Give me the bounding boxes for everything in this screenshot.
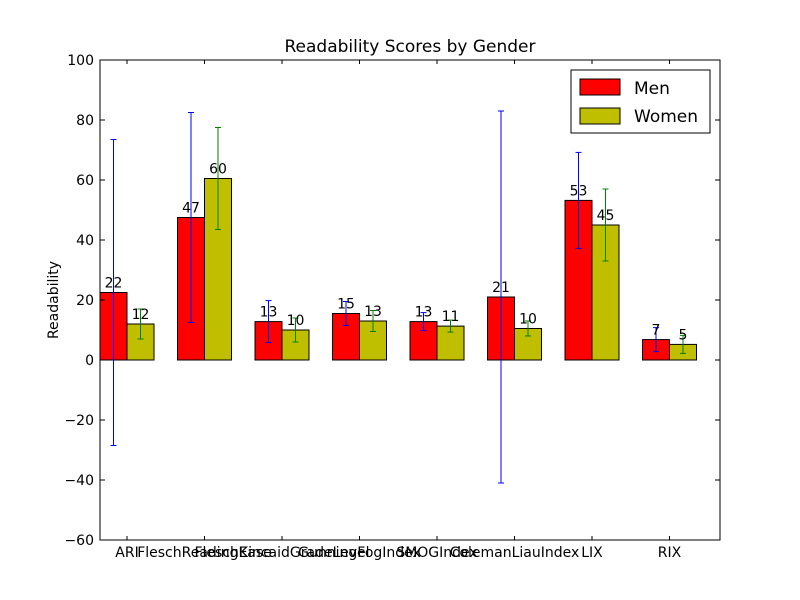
value-label-women-3: 13 — [364, 304, 382, 320]
y-tick-label-6: 60 — [76, 173, 94, 189]
axis-ticks-layer: ARIFleschReadingEaseFleschKincaidGradeLe… — [64, 53, 720, 561]
x-tick-label-0: ARI — [115, 545, 138, 561]
y-tick-label-2: −20 — [64, 413, 94, 429]
value-label-women-0: 12 — [132, 307, 150, 323]
value-label-women-1: 60 — [209, 162, 227, 178]
x-tick-label-3: GunningFogIndex — [298, 545, 421, 561]
value-label-women-7: 5 — [679, 327, 688, 343]
value-label-women-4: 11 — [442, 309, 460, 325]
x-tick-label-2: FleschKincaidGradeLevel — [194, 545, 369, 561]
value-label-men-5: 21 — [492, 280, 510, 296]
x-tick-label-1: FleschReadingEase — [137, 545, 272, 561]
x-tick-label-7: RIX — [658, 545, 682, 561]
value-label-men-7: 7 — [652, 323, 661, 339]
y-tick-label-5: 40 — [76, 233, 94, 249]
bar-women-2 — [281, 329, 310, 361]
y-tick-label-3: 0 — [85, 353, 94, 369]
chart-title: Readability Scores by Gender — [285, 37, 536, 57]
y-tick-label-1: −40 — [64, 473, 94, 489]
value-label-men-1: 47 — [182, 201, 200, 217]
legend: Men Women — [570, 69, 711, 134]
y-tick-label-7: 80 — [76, 113, 94, 129]
value-label-men-2: 13 — [260, 305, 278, 321]
y-tick-label-0: −60 — [64, 533, 94, 549]
y-axis-label: Readability — [46, 261, 62, 339]
value-label-men-0: 22 — [105, 276, 123, 292]
value-label-men-3: 15 — [337, 297, 355, 313]
error-bars-layer — [110, 110, 686, 484]
x-tick-label-4: SMOGIndex — [396, 545, 477, 561]
x-tick-label-6: LIX — [581, 545, 603, 561]
value-label-men-4: 13 — [415, 305, 433, 321]
bar-women-1 — [204, 178, 232, 361]
legend-label-men: Men — [634, 79, 670, 99]
value-label-women-6: 45 — [597, 208, 615, 224]
value-label-women-2: 10 — [287, 313, 305, 329]
y-tick-label-4: 20 — [76, 293, 94, 309]
legend-swatch-men — [579, 78, 621, 96]
x-tick-label-5: ColemanLiauIndex — [450, 545, 580, 561]
legend-label-women: Women — [634, 107, 698, 127]
value-label-women-5: 10 — [519, 312, 537, 328]
value-labels-layer: 22 12 47 60 13 10 15 13 13 11 21 10 53 45 7 5 — [105, 162, 688, 344]
value-label-men-6: 53 — [570, 183, 588, 199]
legend-swatch-women — [579, 107, 621, 125]
y-tick-label-8: 100 — [67, 53, 94, 69]
